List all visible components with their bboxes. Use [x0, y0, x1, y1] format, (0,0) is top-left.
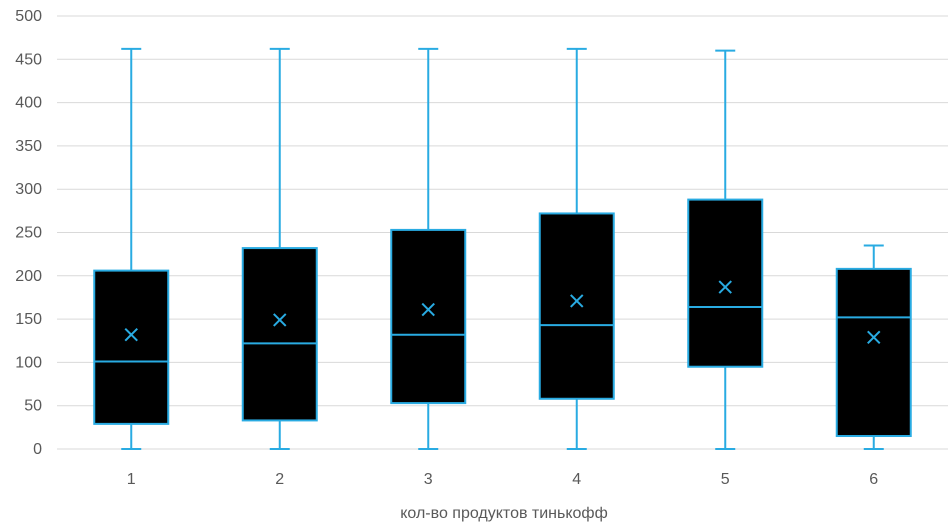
mean-marker [273, 313, 287, 327]
box-iqr [687, 198, 764, 368]
y-tick-label: 300 [15, 181, 42, 198]
mean-marker [124, 327, 138, 342]
x-tick-label: 4 [572, 471, 581, 488]
mean-marker [421, 302, 435, 317]
y-axis-tick-labels: 0 50 100 150 200 250 300 350 400 450 500 [15, 8, 42, 458]
box-group-3 [390, 47, 467, 450]
boxes [93, 47, 912, 450]
y-tick-label: 400 [15, 95, 42, 112]
box-iqr [93, 269, 170, 425]
x-axis-title: кол-во продуктов тинькофф [400, 505, 608, 522]
y-tick-label: 0 [33, 441, 42, 458]
y-tick-label: 250 [15, 225, 42, 242]
y-tick-label: 450 [15, 51, 42, 68]
y-tick-label: 100 [15, 354, 42, 371]
box-group-5 [687, 49, 764, 450]
box-iqr [538, 212, 615, 400]
x-tick-label: 5 [721, 471, 730, 488]
gridlines [57, 15, 948, 450]
x-axis-tick-labels: 1 2 3 4 5 6 [127, 471, 879, 488]
y-tick-label: 350 [15, 138, 42, 155]
mean-marker [867, 330, 881, 344]
mean-marker [570, 294, 584, 308]
x-tick-label: 6 [869, 471, 878, 488]
y-tick-label: 200 [15, 268, 42, 285]
box-iqr [835, 267, 912, 438]
box-group-2 [241, 47, 318, 450]
x-tick-label: 2 [275, 471, 284, 488]
box-group-1 [93, 47, 170, 450]
x-tick-label: 1 [127, 471, 136, 488]
x-tick-label: 3 [424, 471, 433, 488]
y-tick-label: 50 [24, 398, 42, 415]
box-iqr [241, 247, 318, 422]
box-iqr [390, 228, 467, 405]
y-tick-label: 150 [15, 311, 42, 328]
mean-marker [718, 280, 732, 294]
box-group-6 [835, 244, 912, 450]
y-tick-label: 500 [15, 8, 42, 25]
box-group-4 [538, 47, 615, 450]
